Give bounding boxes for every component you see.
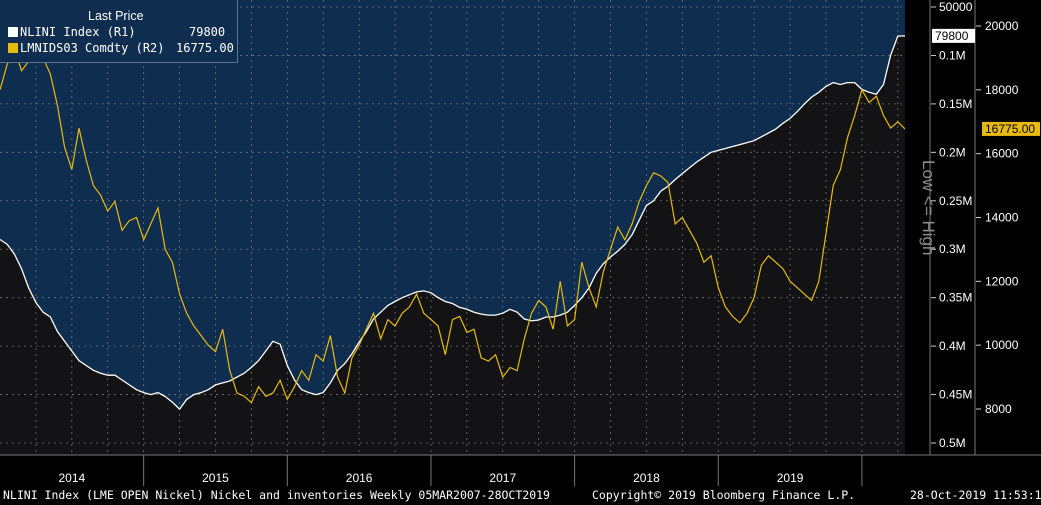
legend-swatch-yellow xyxy=(8,43,18,53)
legend-row-nlini: NLINI Index (R1) 79800 xyxy=(8,25,225,39)
legend-series-value: 16775.00 xyxy=(176,41,234,55)
axis-r2-tick-label: 8000 xyxy=(985,402,1012,416)
axis-r2-tick-label: 18000 xyxy=(985,83,1019,97)
footer-copyright: Copyright© 2019 Bloomberg Finance L.P. xyxy=(592,488,856,502)
series-layer xyxy=(0,35,906,411)
x-axis-year-label: 2019 xyxy=(777,471,804,485)
x-axis-year-label: 2017 xyxy=(489,471,516,485)
legend-swatch-white xyxy=(8,27,18,37)
legend-row-lmnids: LMNIDS03 Comdty (R2) 16775.00 xyxy=(8,41,234,55)
last-price-label-nlini: 79800 xyxy=(935,29,969,43)
legend-series-value: 79800 xyxy=(189,25,226,39)
footer-description: NLINI Index (LME OPEN Nickel) Nickel and… xyxy=(3,488,550,502)
axis-r2-tick-label: 20000 xyxy=(985,19,1019,33)
legend-series-name: NLINI Index (R1) xyxy=(20,25,136,39)
axis-r1-tick-label: 0.35M xyxy=(939,291,972,305)
axis-r2-tick-label: 10000 xyxy=(985,338,1019,352)
axes-layer: 50000 0.1M 0.15M 0.2M 0.25M 0.3M 0.35M 0.4M 0.45… xyxy=(0,0,1041,486)
axis-r1-tick-label: 0.5M xyxy=(939,436,966,450)
last-price-badge-lmnids xyxy=(982,121,1040,136)
last-price-badge-nlini xyxy=(932,28,975,43)
x-axis-year-label: 2015 xyxy=(202,471,229,485)
axis-r1-tick-label: 0.25M xyxy=(939,194,972,208)
footer-timestamp: 28-Oct-2019 11:53:11 xyxy=(910,488,1041,502)
watermark-text: Low <= High xyxy=(919,160,938,256)
axis-r1-tick-label: 0.4M xyxy=(939,339,966,353)
x-axis-year-label: 2014 xyxy=(58,471,85,485)
footer-bar: NLINI Index (LME OPEN Nickel) Nickel and… xyxy=(0,486,1041,505)
legend-series-name: LMNIDS03 Comdty (R2) xyxy=(20,41,165,55)
axis-panel xyxy=(905,0,1041,486)
axis-r1-tick-label: 0.3M xyxy=(939,242,966,256)
grid-layer xyxy=(0,0,905,455)
x-axis-year-label: 2016 xyxy=(346,471,373,485)
axis-r1-tick-label: 0.15M xyxy=(939,97,972,111)
legend-title: Last Price xyxy=(88,9,144,23)
area-fill-layer xyxy=(0,0,905,456)
x-axis-band xyxy=(0,455,1041,486)
last-price-label-lmnids: 16775.00 xyxy=(985,122,1035,136)
series-line-nlini xyxy=(0,35,906,411)
area-below-nlini xyxy=(0,35,905,456)
legend: Last Price NLINI Index (R1) 79800 LMNIDS… xyxy=(0,0,238,63)
axis-r1-tick-label: 50000 xyxy=(939,0,973,14)
axis-r1-tick-label: 0.2M xyxy=(939,145,966,159)
series-line-lmnids xyxy=(0,46,906,404)
axis-r2-tick-label: 12000 xyxy=(985,274,1019,288)
axis-r1-tick-label: 0.45M xyxy=(939,388,972,402)
axis-r1-tick-label: 0.1M xyxy=(939,48,966,62)
x-axis-year-label: 2018 xyxy=(633,471,660,485)
axis-r2-tick-label: 16000 xyxy=(985,147,1019,161)
axis-r2-tick-label: 14000 xyxy=(985,211,1019,225)
